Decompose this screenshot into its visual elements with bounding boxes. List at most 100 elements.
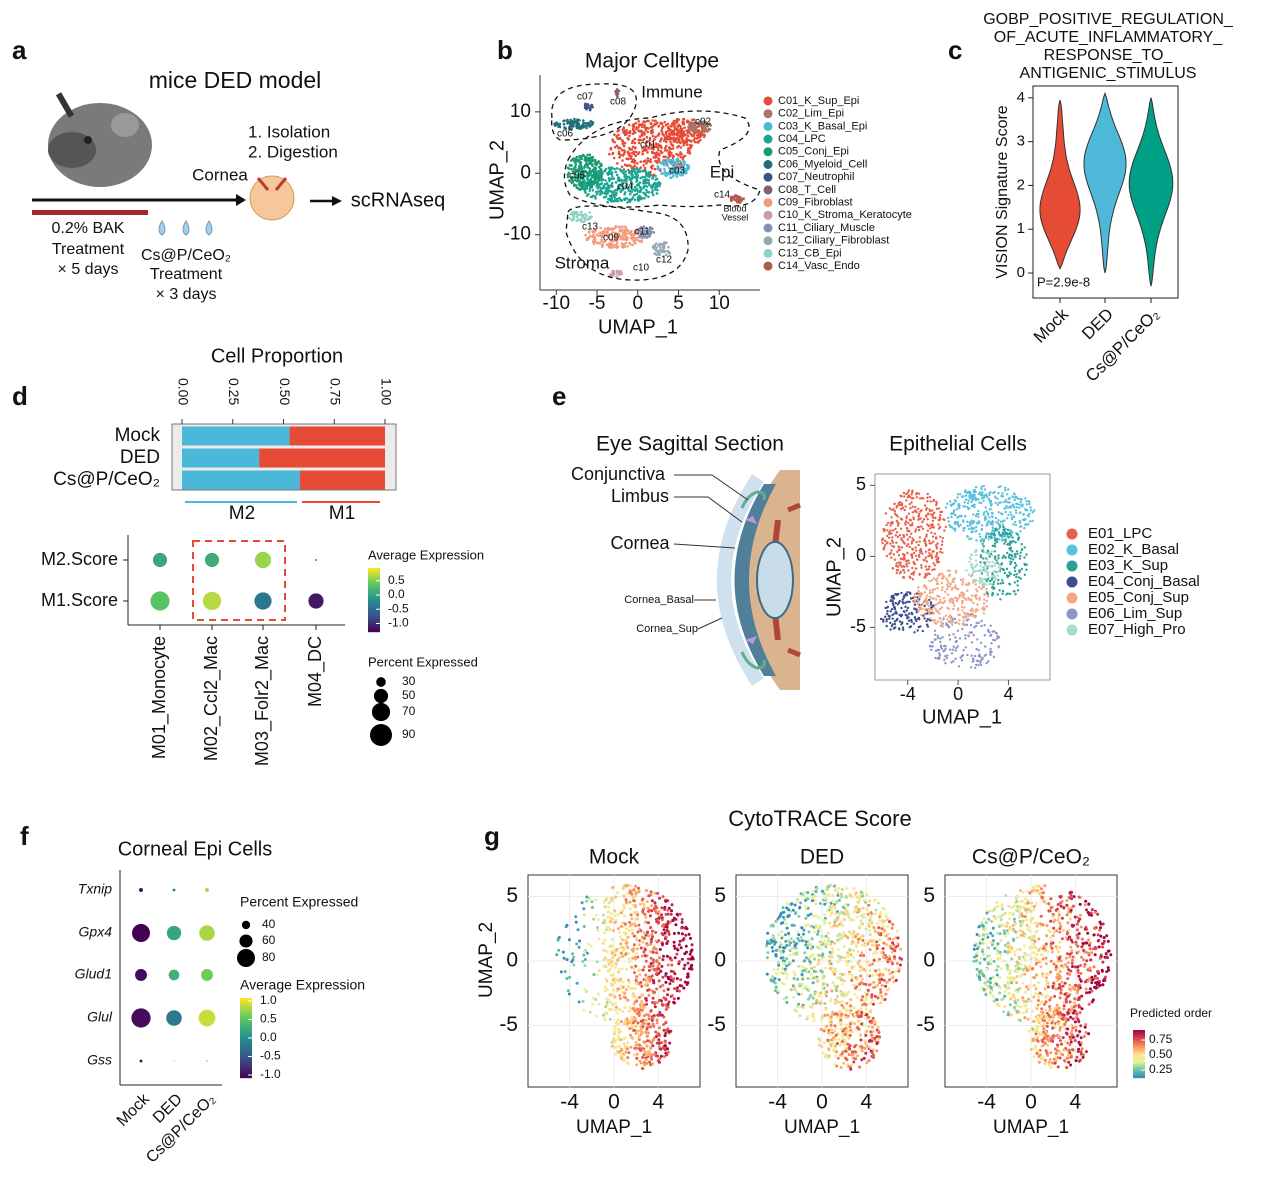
cell-point — [921, 552, 924, 555]
cell-point — [997, 519, 1000, 522]
cell-point — [613, 167, 616, 171]
subplot-title: Mock — [589, 846, 640, 869]
cell-point — [913, 601, 916, 605]
cell-point — [605, 1012, 609, 1015]
cell-point — [694, 127, 698, 131]
cell-point — [649, 158, 652, 161]
cell-point — [677, 960, 681, 964]
dot — [205, 888, 209, 892]
cell-point — [658, 250, 661, 254]
legend-swatch — [1066, 608, 1078, 620]
cell-point — [980, 587, 983, 591]
cell-point — [626, 245, 629, 248]
cell-point — [886, 609, 889, 613]
cell-point — [1016, 497, 1019, 500]
dot — [204, 552, 220, 568]
cell-point — [918, 549, 922, 552]
cell-point — [614, 181, 618, 184]
y-tick-label: DED — [120, 447, 160, 468]
cell-point — [609, 199, 613, 203]
cell-point — [670, 170, 673, 174]
cell-point — [671, 163, 674, 166]
cell-point — [621, 245, 624, 249]
cell-point — [639, 1006, 643, 1009]
cell-point — [886, 534, 889, 538]
cell-point — [651, 964, 655, 968]
cell-point — [987, 532, 990, 536]
cell-point — [693, 123, 696, 127]
cell-point — [979, 564, 982, 567]
cell-point — [634, 979, 638, 982]
cell-point — [1001, 531, 1004, 535]
cell-point — [604, 179, 607, 182]
cell-point — [654, 939, 658, 943]
cell-point — [690, 140, 693, 143]
cell-point — [905, 492, 908, 496]
cell-point — [567, 167, 571, 170]
cell-point — [613, 920, 617, 924]
cell-point — [907, 562, 911, 565]
cell-point — [611, 270, 615, 274]
cell-point — [994, 631, 998, 635]
cell-point — [989, 507, 992, 511]
cell-point — [648, 175, 651, 179]
cell-point — [611, 955, 615, 959]
colorbar-cell — [240, 1058, 252, 1061]
cell-point — [585, 951, 589, 955]
cell-point — [945, 577, 948, 580]
cell-point — [670, 176, 673, 180]
cell-point — [982, 499, 985, 503]
cell-point — [895, 571, 898, 575]
cell-point — [1001, 495, 1005, 498]
cell-point — [599, 231, 603, 235]
cell-point — [982, 585, 985, 588]
panel-title: Eye Sagittal Section — [596, 433, 784, 456]
cell-point — [928, 644, 932, 648]
cell-point — [968, 507, 971, 510]
cell-point — [627, 1051, 631, 1055]
cell-point — [997, 563, 1001, 566]
cell-point — [989, 583, 993, 586]
cell-point — [939, 535, 942, 538]
cell-point — [693, 136, 697, 140]
cell-point — [670, 909, 673, 913]
cell-point — [658, 896, 661, 900]
cell-point — [952, 607, 955, 611]
cell-point — [594, 161, 598, 164]
cell-point — [947, 625, 950, 628]
cell-point — [650, 909, 654, 913]
panel-label: c — [948, 35, 962, 65]
cell-point — [949, 619, 952, 622]
cell-point — [905, 609, 908, 612]
cell-point — [937, 648, 940, 652]
cell-point — [931, 519, 935, 522]
cell-point — [940, 606, 944, 609]
cell-point — [645, 1032, 649, 1036]
cell-point — [596, 183, 599, 186]
cell-point — [623, 914, 626, 918]
colorbar-cell — [368, 582, 380, 585]
cell-point — [889, 524, 892, 527]
cell-point — [601, 172, 604, 176]
cell-point — [891, 617, 894, 620]
cell-point — [618, 155, 622, 159]
cell-point — [584, 159, 588, 162]
cell-point — [984, 562, 987, 565]
cell-point — [604, 167, 608, 171]
cell-point — [645, 999, 648, 1002]
colorbar-cell — [368, 584, 380, 587]
cell-point — [938, 656, 941, 659]
cell-point — [642, 1021, 646, 1025]
cell-point — [974, 610, 977, 613]
cell-point — [926, 492, 929, 496]
cell-point — [611, 190, 615, 194]
cell-point — [1021, 503, 1024, 506]
cell-point — [650, 131, 653, 134]
cell-point — [633, 176, 636, 179]
legend-title: Percent Expressed — [368, 654, 478, 669]
legend-swatch — [763, 248, 773, 258]
cell-point — [659, 138, 663, 141]
cell-point — [910, 501, 913, 504]
cell-point — [671, 158, 674, 161]
cell-point — [886, 529, 889, 532]
